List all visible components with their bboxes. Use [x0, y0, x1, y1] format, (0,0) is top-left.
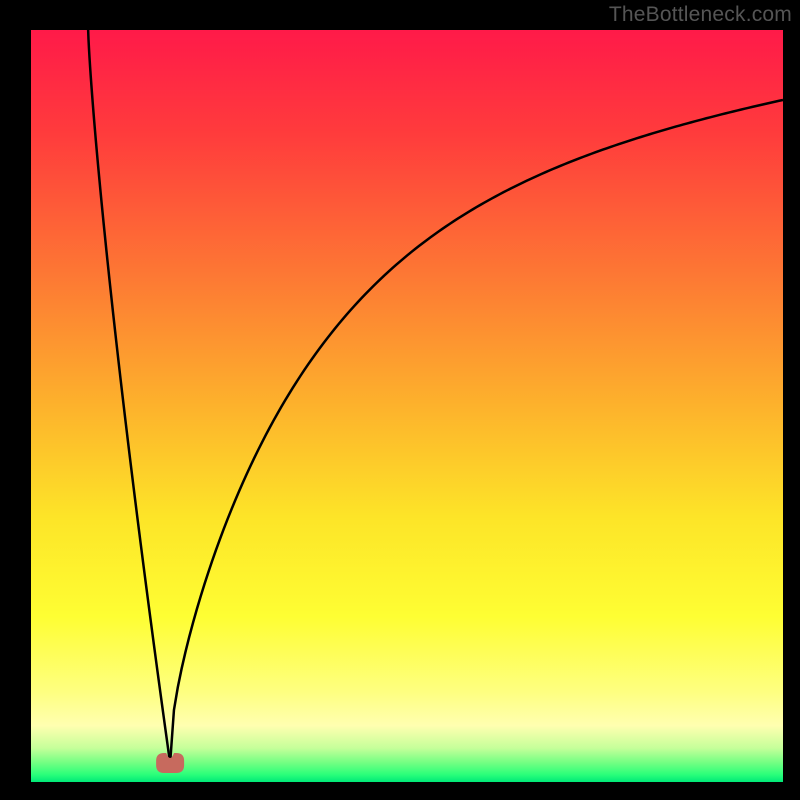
gradient-background [31, 30, 783, 782]
bottleneck-chart [31, 30, 783, 782]
watermark-text: TheBottleneck.com [609, 3, 792, 27]
